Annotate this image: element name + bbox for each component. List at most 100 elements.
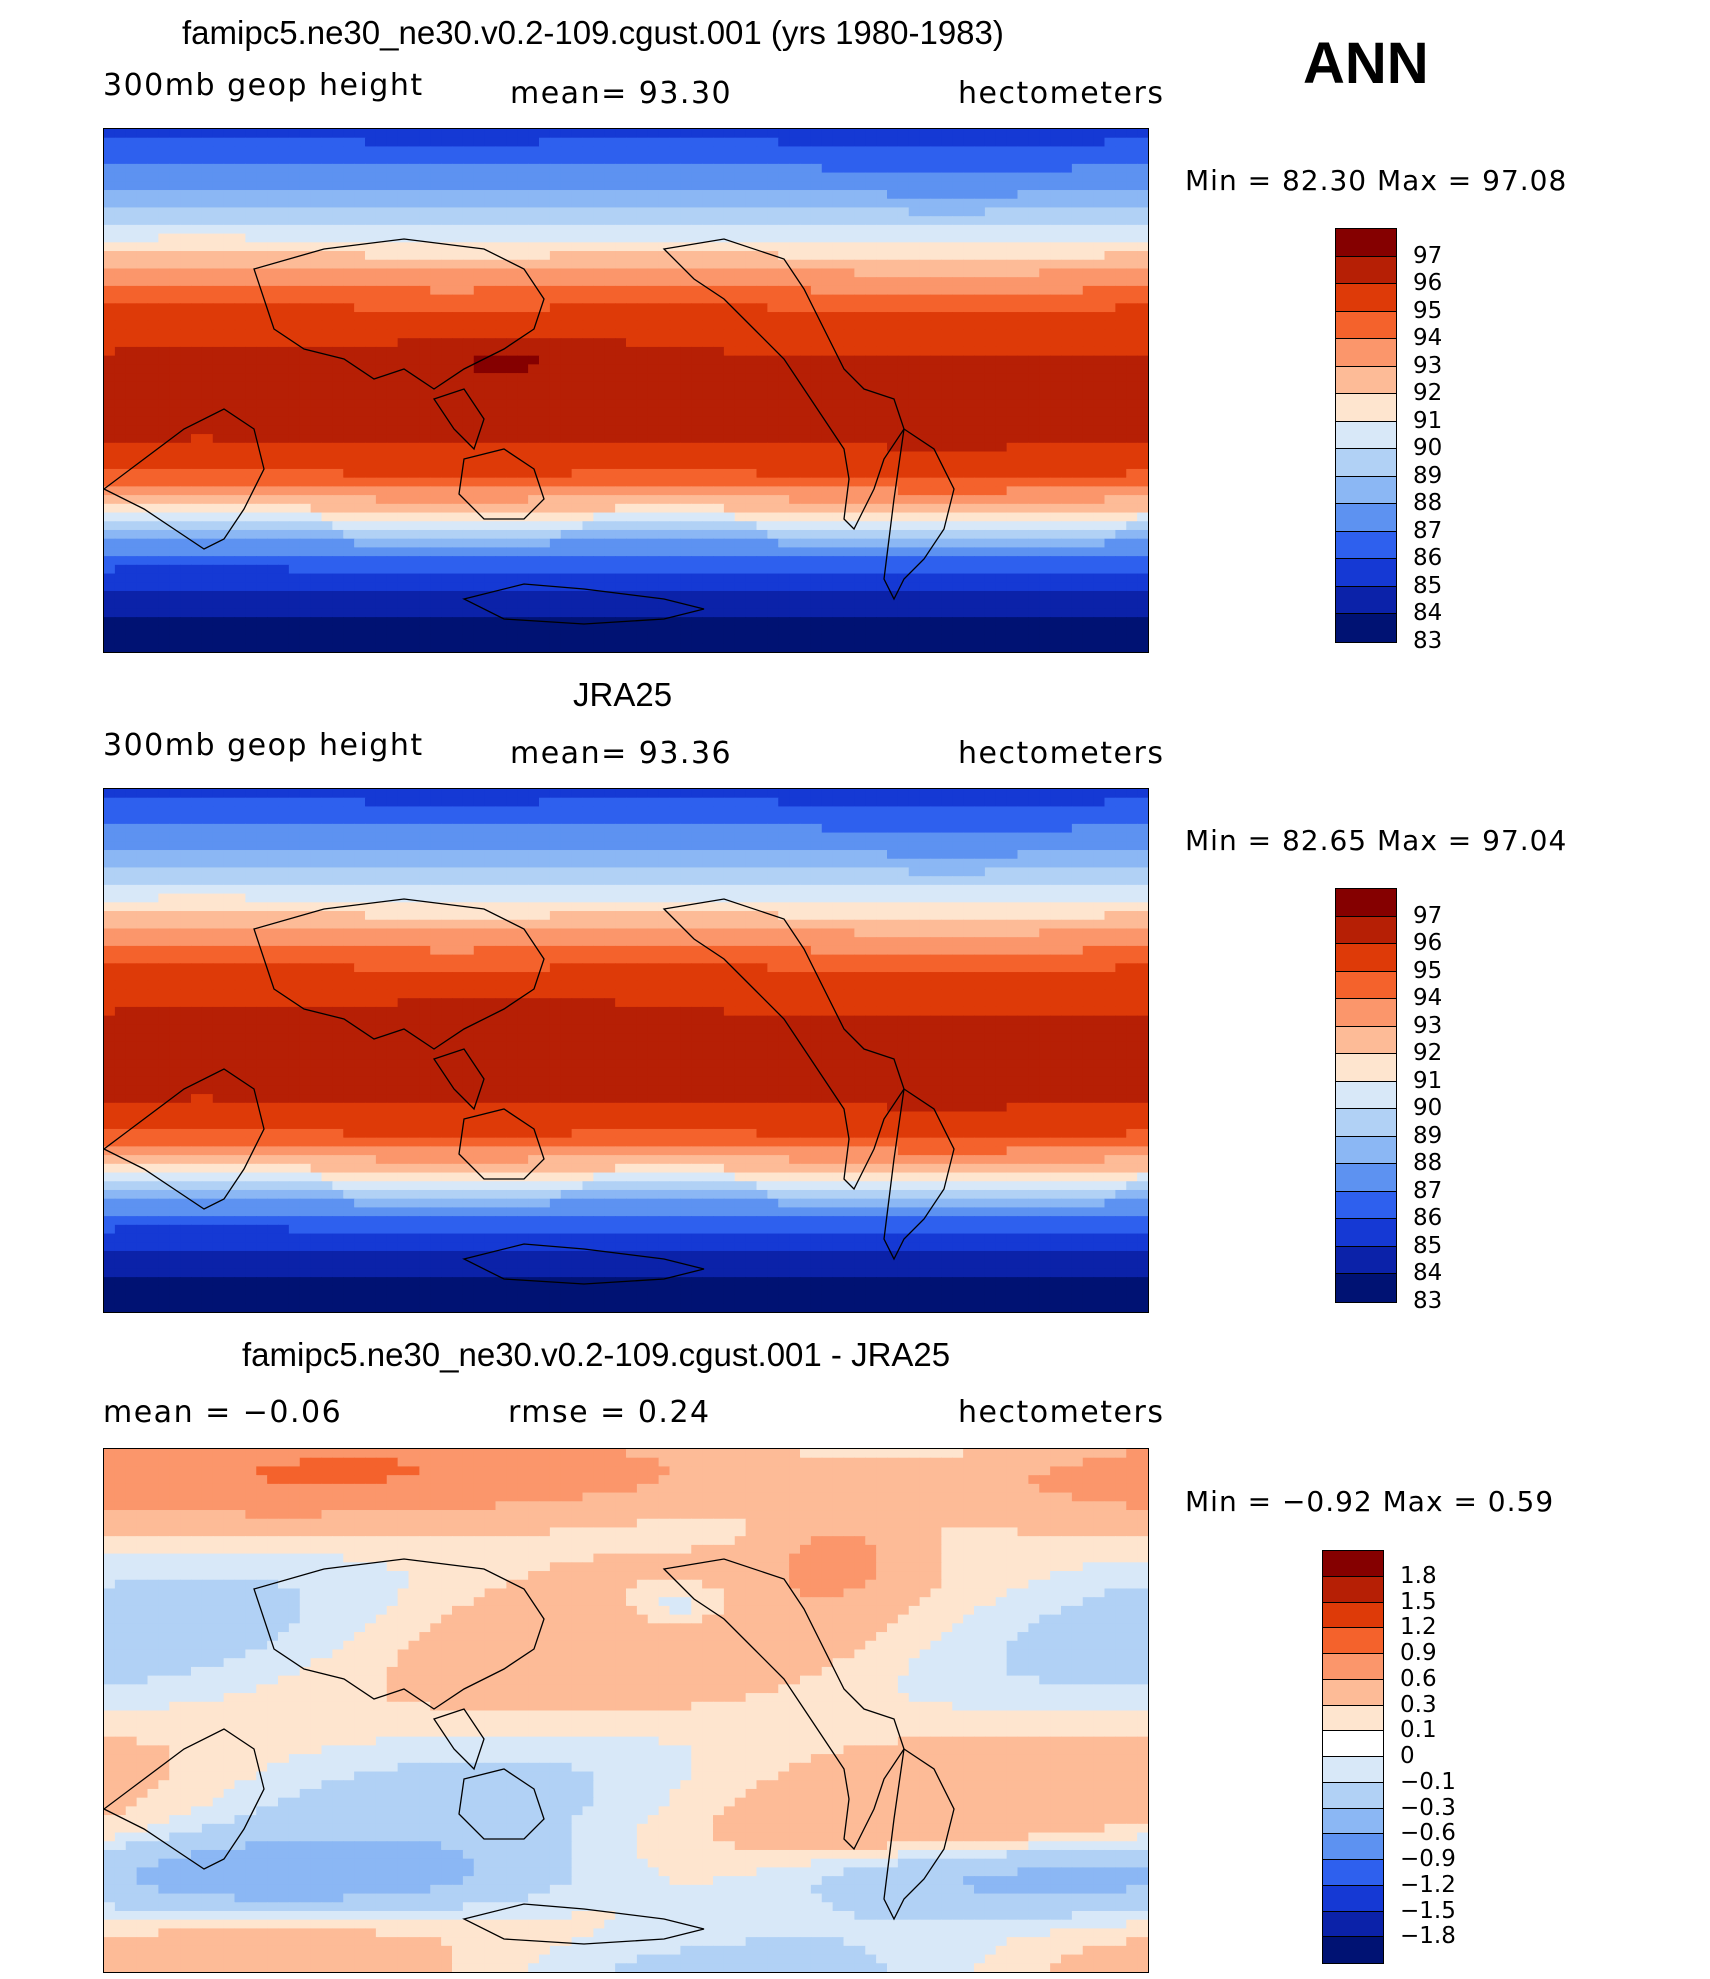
coastline bbox=[458, 1768, 545, 1840]
panel-2-mean-label: mean= 93.36 bbox=[510, 736, 733, 771]
colorbar-label: 97 bbox=[1413, 902, 1443, 929]
colorbar-swatch bbox=[1323, 1834, 1383, 1860]
colorbar-swatch bbox=[1336, 311, 1396, 340]
panel-1-map bbox=[103, 128, 1149, 653]
colorbar-label: 92 bbox=[1413, 380, 1443, 407]
colorbar-swatch bbox=[1336, 421, 1396, 450]
contour-field bbox=[104, 1449, 1148, 1972]
coastline bbox=[458, 448, 545, 520]
coastline bbox=[253, 898, 545, 1050]
coastline bbox=[458, 1108, 545, 1180]
panel-3-mean-label: mean = −0.06 bbox=[103, 1395, 343, 1430]
colorbar-label: −0.9 bbox=[1400, 1846, 1456, 1872]
colorbar-label: −1.8 bbox=[1400, 1923, 1456, 1950]
colorbar-label: 83 bbox=[1413, 628, 1443, 654]
colorbar-label: 96 bbox=[1413, 930, 1443, 957]
colorbar-swatch bbox=[1336, 1026, 1396, 1055]
colorbar-swatch bbox=[1323, 1654, 1383, 1680]
colorbar-swatch bbox=[1336, 1246, 1396, 1275]
contour-field bbox=[104, 789, 1148, 1312]
coastline bbox=[462, 1243, 705, 1285]
colorbar-swatch bbox=[1336, 1219, 1396, 1247]
colorbar-label: 86 bbox=[1413, 545, 1443, 572]
colorbar-swatch bbox=[1336, 476, 1396, 505]
coastline bbox=[883, 427, 955, 601]
colorbar-label: 92 bbox=[1413, 1040, 1443, 1067]
colorbar-swatch bbox=[1336, 586, 1396, 615]
colorbar-label: 87 bbox=[1413, 517, 1443, 544]
colorbar-swatch bbox=[1323, 1576, 1383, 1603]
panel-1-mean-label: mean= 93.30 bbox=[510, 76, 733, 111]
colorbar-label: 85 bbox=[1413, 1232, 1443, 1259]
colorbar-swatch bbox=[1336, 229, 1396, 257]
colorbar-label: 94 bbox=[1413, 325, 1443, 352]
colorbar-swatch bbox=[1336, 531, 1396, 560]
colorbar-label: 94 bbox=[1413, 985, 1443, 1012]
colorbar-label: 84 bbox=[1413, 600, 1443, 627]
colorbar-label: 0.6 bbox=[1400, 1665, 1437, 1692]
panel-2-map bbox=[103, 788, 1149, 1313]
panel-2-colorbar bbox=[1335, 888, 1397, 1303]
coastline bbox=[432, 388, 485, 451]
colorbar-swatch bbox=[1336, 614, 1396, 642]
colorbar-label: −1.2 bbox=[1400, 1871, 1456, 1898]
colorbar-swatch bbox=[1323, 1731, 1383, 1757]
colorbar-label: 1.5 bbox=[1400, 1588, 1437, 1615]
colorbar-swatch bbox=[1323, 1860, 1383, 1886]
colorbar-swatch bbox=[1323, 1705, 1383, 1732]
colorbar-label: 95 bbox=[1413, 297, 1443, 324]
colorbar-label: 0.3 bbox=[1400, 1691, 1437, 1718]
panel-2-variable-label: 300mb geop height bbox=[103, 728, 424, 763]
panel-1-title: famipc5.ne30_ne30.v0.2-109.cgust.001 (yr… bbox=[182, 14, 1004, 51]
coastline bbox=[104, 408, 265, 550]
coastline bbox=[662, 898, 905, 1191]
panel-3-title: famipc5.ne30_ne30.v0.2-109.cgust.001 - J… bbox=[242, 1336, 951, 1373]
colorbar-label: 91 bbox=[1413, 1067, 1443, 1094]
coastline bbox=[104, 1728, 265, 1870]
colorbar-swatch bbox=[1336, 284, 1396, 312]
colorbar-label: 96 bbox=[1413, 270, 1443, 297]
colorbar-swatch bbox=[1323, 1628, 1383, 1654]
colorbar-swatch bbox=[1336, 1136, 1396, 1165]
colorbar-label: 84 bbox=[1413, 1260, 1443, 1287]
panel-3-map bbox=[103, 1448, 1149, 1973]
colorbar-swatch bbox=[1336, 366, 1396, 395]
colorbar-label: 88 bbox=[1413, 490, 1443, 517]
coastline bbox=[462, 1903, 705, 1945]
colorbar-label: 97 bbox=[1413, 242, 1443, 269]
colorbar-label: 90 bbox=[1413, 1095, 1443, 1122]
colorbar-swatch bbox=[1336, 999, 1396, 1027]
colorbar-label: 0 bbox=[1400, 1743, 1415, 1769]
colorbar-label: 0.9 bbox=[1400, 1640, 1437, 1666]
colorbar-swatch bbox=[1336, 339, 1396, 367]
colorbar-swatch bbox=[1336, 504, 1396, 532]
colorbar-swatch bbox=[1323, 1885, 1383, 1912]
panel-2-minmax: Min = 82.65 Max = 97.04 bbox=[1185, 824, 1568, 857]
colorbar-label: 91 bbox=[1413, 407, 1443, 434]
coastline bbox=[883, 1087, 955, 1261]
colorbar-swatch bbox=[1323, 1602, 1383, 1629]
colorbar-swatch bbox=[1336, 1081, 1396, 1110]
panel-1-minmax: Min = 82.30 Max = 97.08 bbox=[1185, 164, 1568, 197]
panel-3-units-label: hectometers bbox=[958, 1395, 1165, 1430]
colorbar-label: 87 bbox=[1413, 1177, 1443, 1204]
contour-field bbox=[104, 129, 1148, 652]
colorbar-label: 89 bbox=[1413, 462, 1443, 489]
colorbar-swatch bbox=[1323, 1679, 1383, 1706]
panel-3-rmse-label: rmse = 0.24 bbox=[508, 1395, 711, 1430]
coastline bbox=[462, 583, 705, 625]
colorbar-swatch bbox=[1323, 1911, 1383, 1938]
colorbar-swatch bbox=[1323, 1551, 1383, 1577]
coastline bbox=[883, 1747, 955, 1921]
coastline bbox=[104, 1068, 265, 1210]
colorbar-swatch bbox=[1336, 256, 1396, 285]
colorbar-label: 95 bbox=[1413, 957, 1443, 984]
colorbar-label: 1.8 bbox=[1400, 1562, 1437, 1589]
panel-1-colorbar bbox=[1335, 228, 1397, 643]
colorbar-swatch bbox=[1336, 1109, 1396, 1137]
colorbar-swatch bbox=[1336, 559, 1396, 587]
colorbar-swatch bbox=[1336, 971, 1396, 1000]
coastline bbox=[432, 1708, 485, 1771]
colorbar-label: −1.5 bbox=[1400, 1897, 1456, 1924]
panel-1-units-label: hectometers bbox=[958, 76, 1165, 111]
